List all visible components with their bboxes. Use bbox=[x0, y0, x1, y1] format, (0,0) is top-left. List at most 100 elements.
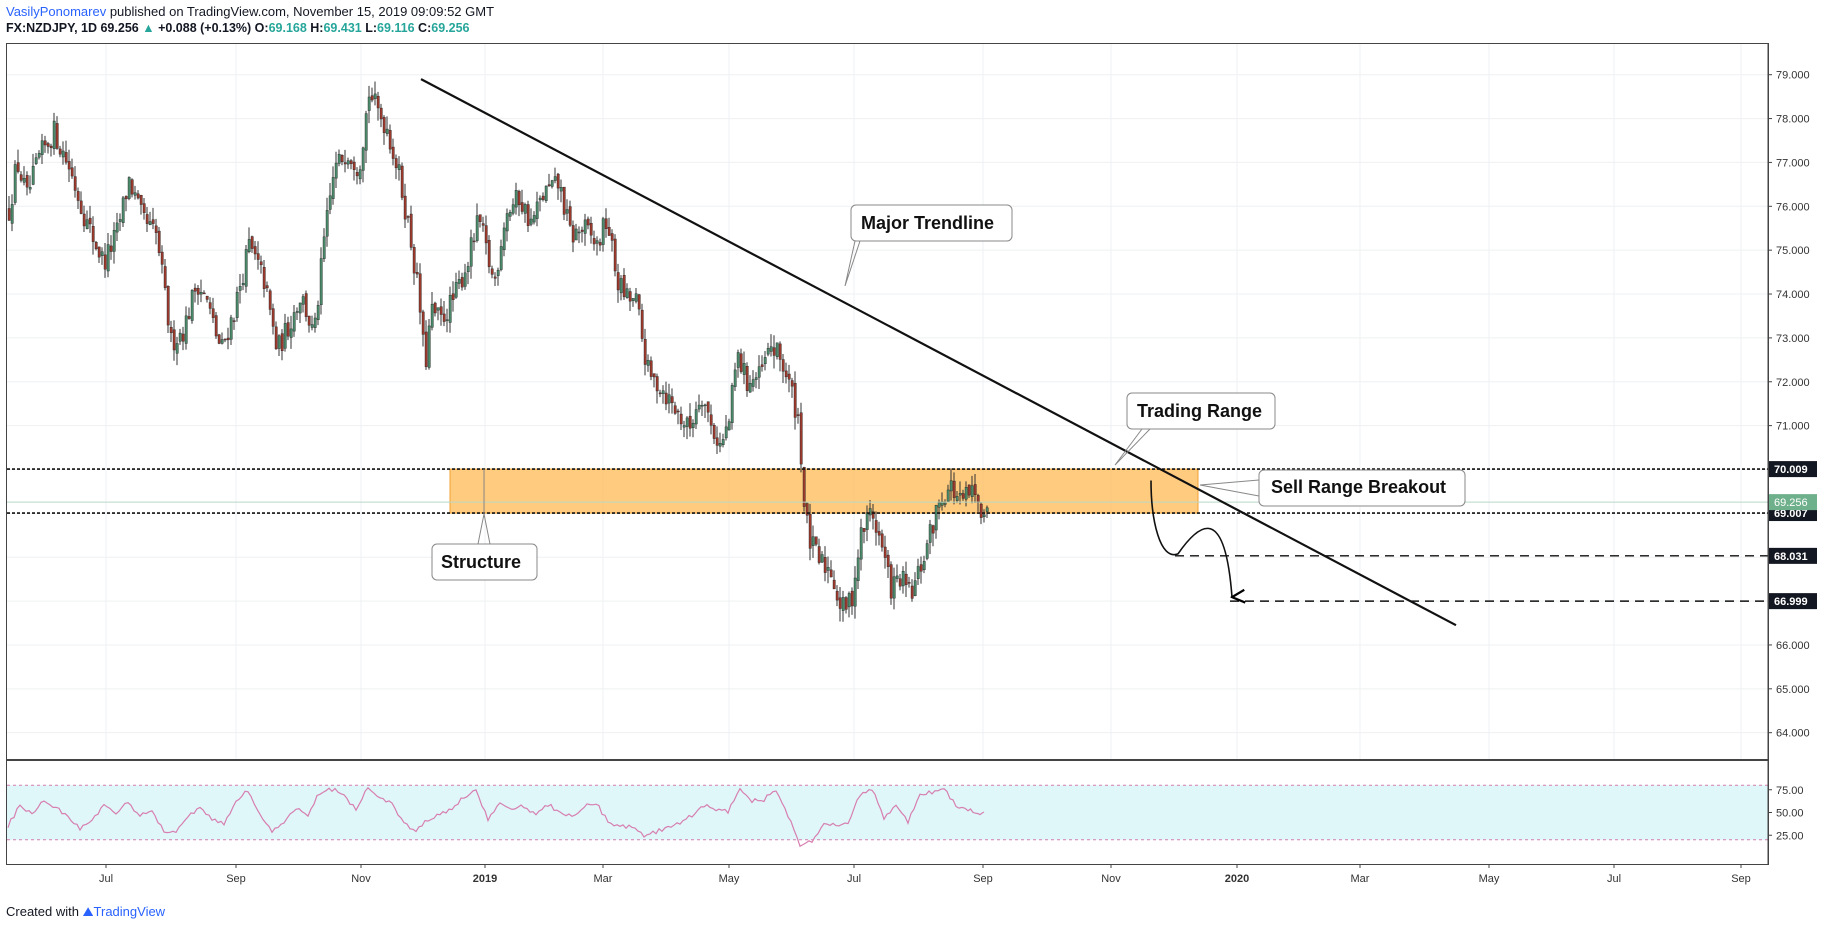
candle bbox=[682, 420, 686, 438]
candle-body bbox=[214, 315, 218, 337]
candle-body bbox=[346, 160, 350, 165]
author-link[interactable]: VasilyPonomarev bbox=[6, 4, 107, 19]
tradingview-logo-icon[interactable]: ⛰ bbox=[82, 904, 94, 919]
candle bbox=[880, 529, 884, 552]
candle-body bbox=[460, 277, 464, 288]
candle-body bbox=[949, 480, 953, 492]
tradingview-brand-link[interactable]: TradingView bbox=[93, 904, 166, 919]
candle bbox=[247, 227, 251, 254]
candle bbox=[118, 213, 122, 232]
candle bbox=[61, 141, 65, 165]
close-value: 69.256 bbox=[431, 21, 470, 35]
candles bbox=[7, 81, 989, 622]
candle bbox=[499, 239, 503, 272]
candle bbox=[283, 313, 287, 352]
symbol-name[interactable]: FX:NZDJPY, 1D bbox=[6, 21, 97, 35]
open-value: 69.168 bbox=[268, 21, 307, 35]
candle bbox=[616, 263, 620, 303]
candle bbox=[928, 519, 932, 555]
callout-major-trendline[interactable]: Major Trendline bbox=[844, 204, 1013, 287]
candle bbox=[718, 432, 722, 453]
candle bbox=[16, 149, 20, 174]
candle bbox=[172, 320, 176, 361]
candle bbox=[691, 419, 695, 438]
candle-body bbox=[985, 507, 989, 512]
candle-body bbox=[400, 165, 404, 198]
candle-body bbox=[526, 204, 530, 226]
candle-body bbox=[859, 527, 863, 560]
candle-body bbox=[604, 218, 608, 229]
candle-body bbox=[340, 155, 344, 163]
callout-structure[interactable]: Structure bbox=[431, 469, 538, 581]
candle bbox=[22, 166, 26, 186]
candle-body bbox=[838, 597, 842, 609]
candle-body bbox=[232, 320, 236, 322]
candle bbox=[250, 235, 254, 253]
candle-body bbox=[82, 213, 86, 227]
candle bbox=[817, 538, 821, 565]
candle-body bbox=[25, 175, 29, 188]
candle bbox=[958, 481, 962, 505]
candle bbox=[925, 539, 929, 561]
candle-body bbox=[913, 580, 917, 596]
candle-body bbox=[508, 212, 512, 217]
candle bbox=[235, 286, 239, 322]
time-axis[interactable]: Jul Sep Nov 2019 Mar May Jul Sep Nov 2020 Mar May Ju… bbox=[99, 864, 1751, 885]
candle bbox=[148, 211, 152, 226]
candle-body bbox=[91, 226, 95, 242]
candle bbox=[787, 364, 791, 393]
candle-body bbox=[736, 352, 740, 368]
candle-body bbox=[562, 186, 566, 215]
candle bbox=[190, 289, 194, 324]
candle-body bbox=[106, 244, 110, 272]
candle bbox=[553, 167, 557, 184]
candle-body bbox=[709, 414, 713, 426]
candle-body bbox=[241, 283, 245, 286]
candle bbox=[526, 200, 530, 232]
candle-body bbox=[76, 191, 80, 201]
candle-body bbox=[601, 218, 605, 245]
candle-body bbox=[226, 337, 230, 341]
candle-body bbox=[799, 412, 803, 465]
candle bbox=[478, 214, 482, 228]
candle-body bbox=[490, 268, 494, 275]
candle bbox=[892, 567, 896, 610]
candle-body bbox=[319, 258, 323, 305]
candle bbox=[589, 216, 593, 244]
candle bbox=[43, 135, 47, 153]
candle-body bbox=[19, 174, 23, 181]
x-tick-label: May bbox=[1479, 873, 1500, 885]
callout-trading-range[interactable]: Trading Range bbox=[1114, 392, 1276, 466]
candle bbox=[394, 154, 398, 180]
callout-text: Trading Range bbox=[1137, 401, 1262, 421]
candle bbox=[400, 162, 404, 201]
candle-body bbox=[685, 417, 689, 427]
candle-body bbox=[703, 404, 707, 407]
publish-info: VasilyPonomarev published on TradingView… bbox=[6, 4, 494, 19]
rsi-axis[interactable]: 75.00 50.00 25.00 bbox=[1768, 785, 1804, 843]
candle bbox=[76, 187, 80, 210]
candle-body bbox=[538, 197, 542, 201]
candle bbox=[538, 195, 542, 212]
candle-body bbox=[403, 195, 407, 220]
price-axis[interactable]: 79.000 78.000 77.000 76.000 75.000 74.000 73.0… bbox=[1767, 44, 1810, 864]
candle bbox=[397, 156, 401, 181]
projection-arrow[interactable] bbox=[1150, 480, 1232, 597]
candle-body bbox=[358, 169, 362, 180]
candle bbox=[781, 354, 785, 384]
candle-body bbox=[718, 442, 722, 447]
candle bbox=[256, 241, 260, 270]
candle bbox=[169, 320, 173, 342]
callout-sell-range-breakout[interactable]: Sell Range Breakout bbox=[1199, 469, 1466, 507]
candle bbox=[715, 426, 719, 454]
candle-body bbox=[424, 331, 428, 367]
candle bbox=[838, 587, 842, 622]
callout-box bbox=[431, 543, 538, 581]
candle-body bbox=[841, 597, 845, 611]
major-trendline[interactable] bbox=[420, 78, 1457, 627]
candle-body bbox=[937, 502, 941, 508]
structure-zone[interactable] bbox=[449, 468, 1199, 514]
candle bbox=[640, 303, 644, 342]
candle-body bbox=[901, 570, 905, 587]
